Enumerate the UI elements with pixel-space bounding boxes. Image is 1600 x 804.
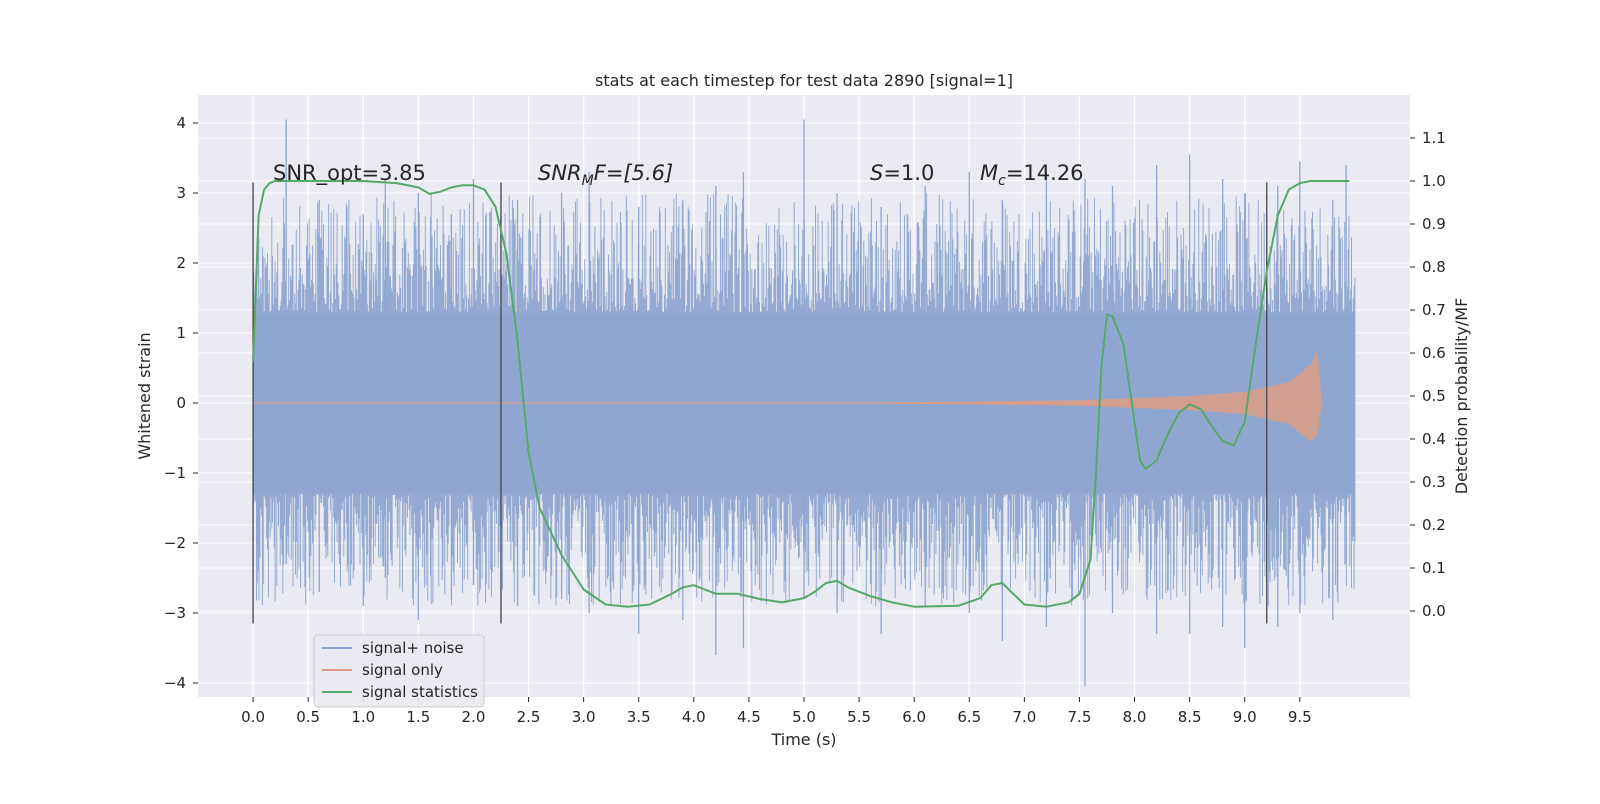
annotation-snr-mf: SNRMF=[5.6] xyxy=(538,161,673,189)
y-tick-label-right-1: 1.0 xyxy=(1422,172,1446,190)
x-tick-label-18: 9.0 xyxy=(1233,708,1257,726)
y-tick-label-left-2: 2 xyxy=(176,254,186,272)
x-tick-label-14: 7.0 xyxy=(1012,708,1036,726)
y-tick-label-right-6: 0.5 xyxy=(1422,387,1446,405)
x-tick-label-3: 1.5 xyxy=(406,708,430,726)
annotation-mc-tail: =14.26 xyxy=(1006,161,1084,185)
y-tick-label-left-6: −2 xyxy=(164,534,186,552)
legend-label-signal-noise: signal+ noise xyxy=(362,639,464,657)
y-tick-label-right-11: 0.0 xyxy=(1422,602,1446,620)
y-tick-label-left-3: 1 xyxy=(176,324,186,342)
annotation-snr-mf-tail: F=[5.6] xyxy=(594,161,673,185)
annotation-s: S=1.0 xyxy=(870,161,934,185)
y-tick-label-right-0: 1.1 xyxy=(1422,129,1446,147)
x-tick-label-1: 0.5 xyxy=(296,708,320,726)
x-tick-label-4: 2.0 xyxy=(462,708,486,726)
y-axis-label-right: Detection probability/MF xyxy=(1452,298,1471,495)
x-tick-label-13: 6.5 xyxy=(957,708,981,726)
y-tick-label-left-7: −3 xyxy=(164,604,186,622)
y-tick-label-right-3: 0.8 xyxy=(1422,258,1446,276)
x-tick-label-10: 5.0 xyxy=(792,708,816,726)
y-tick-label-right-10: 0.1 xyxy=(1422,559,1446,577)
y-tick-label-right-4: 0.7 xyxy=(1422,301,1446,319)
annotation-snr-mf-main: SNR xyxy=(538,161,582,185)
axis-ticks: 0.0 0.5 1.0 1.5 2.0 2.5 3.0 3.5 4.0 4.5 5.0 5.5 6.0 6… xyxy=(164,114,1446,726)
x-axis-label: Time (s) xyxy=(770,730,836,749)
series-signal-only xyxy=(253,350,1322,442)
legend-box xyxy=(313,634,485,708)
x-tick-label-15: 7.5 xyxy=(1068,708,1092,726)
x-tick-label-12: 6.0 xyxy=(902,708,926,726)
legend: signal+ noise signal only signal statist… xyxy=(313,634,485,708)
y-tick-label-left-4: 0 xyxy=(176,394,186,412)
y-tick-label-right-9: 0.2 xyxy=(1422,516,1446,534)
x-tick-label-8: 4.0 xyxy=(682,708,706,726)
y-tick-label-right-8: 0.3 xyxy=(1422,473,1446,491)
y-tick-label-right-2: 0.9 xyxy=(1422,215,1446,233)
y-axis-label-left: Whitened strain xyxy=(135,332,154,459)
annotation-snr-opt: SNR_opt=3.85 xyxy=(273,161,426,186)
signal-statistics-line xyxy=(252,180,1350,608)
annotation-snr-mf-sub: M xyxy=(582,173,594,189)
x-tick-label-9: 4.5 xyxy=(737,708,761,726)
x-tick-label-19: 9.5 xyxy=(1288,708,1312,726)
annotation-s-tail: =1.0 xyxy=(883,161,934,185)
annotation-mc-main: M xyxy=(980,161,998,185)
legend-label-signal-statistics: signal statistics xyxy=(362,683,478,701)
series-signal-statistics xyxy=(252,180,1350,608)
y-tick-label-left-0: 4 xyxy=(176,114,186,132)
x-tick-label-2: 1.0 xyxy=(351,708,375,726)
y-tick-label-left-8: −4 xyxy=(164,674,186,692)
y-tick-label-right-7: 0.4 xyxy=(1422,430,1446,448)
x-tick-label-0: 0.0 xyxy=(241,708,265,726)
legend-label-signal-only: signal only xyxy=(362,661,443,679)
annotation-mc-sub: c xyxy=(998,173,1006,189)
x-tick-label-6: 3.0 xyxy=(572,708,596,726)
annotation-s-main: S xyxy=(870,161,883,185)
y-tick-label-right-5: 0.6 xyxy=(1422,344,1446,362)
annotation-mc: Mc=14.26 xyxy=(980,161,1084,189)
x-tick-label-7: 3.5 xyxy=(627,708,651,726)
x-tick-label-17: 8.5 xyxy=(1178,708,1202,726)
vertical-markers xyxy=(252,182,1268,624)
x-tick-label-16: 8.0 xyxy=(1123,708,1147,726)
x-tick-label-11: 5.5 xyxy=(847,708,871,726)
chart-title: stats at each timestep for test data 289… xyxy=(595,71,1013,90)
y-tick-label-left-5: −1 xyxy=(164,464,186,482)
y-tick-label-left-1: 3 xyxy=(176,184,186,202)
x-tick-label-5: 2.5 xyxy=(517,708,541,726)
